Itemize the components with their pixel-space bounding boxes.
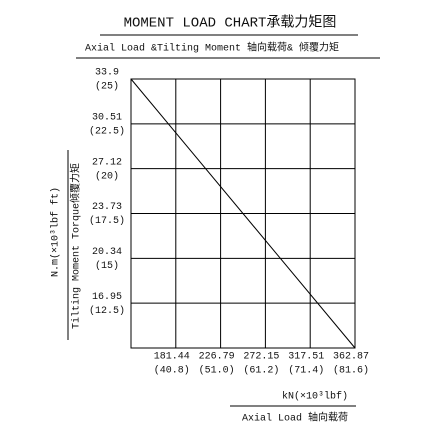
x-tick-sublabel: (51.0) — [199, 365, 235, 377]
x-tick-sublabel: (40.8) — [154, 365, 190, 377]
x-axis-label-2: Axial Load 轴向载荷 — [242, 411, 348, 425]
y-tick-sublabel: (22.5) — [89, 125, 125, 137]
y-tick-label: 20.34 — [92, 247, 122, 258]
x-tick-sublabel: (81.6) — [333, 365, 369, 377]
x-tick-label: 181.44 — [154, 352, 190, 363]
y-axis-label-2: Tilting Moment Torque倾覆力矩 — [69, 163, 83, 329]
y-tick-label: 30.51 — [92, 112, 122, 123]
x-tick-label: 226.79 — [199, 352, 235, 363]
y-tick-label: 23.73 — [92, 202, 122, 213]
y-tick-sublabel: (20) — [95, 170, 119, 182]
chart-title: MOMENT LOAD CHART承载力矩图 — [124, 15, 337, 32]
x-tick-sublabel: (71.4) — [288, 365, 324, 377]
chart-subtitle: Axial Load &Tilting Moment 轴向载荷& 倾覆力矩 — [85, 41, 339, 55]
x-tick-sublabel: (61.2) — [243, 365, 279, 377]
y-tick-label: 27.12 — [92, 157, 122, 168]
data-line — [130, 78, 356, 349]
x-tick-label: 317.51 — [288, 352, 324, 363]
y-tick-sublabel: (17.5) — [89, 215, 125, 227]
y-axis-label: N.m(×10³lbf ft) — [50, 187, 62, 277]
x-tick-label: 362.87 — [333, 352, 369, 363]
x-tick-label: 272.15 — [243, 352, 279, 363]
y-tick-label: 33.9 — [95, 68, 119, 79]
y-tick-sublabel: (12.5) — [89, 305, 125, 317]
y-tick-label: 16.95 — [92, 292, 122, 303]
y-tick-sublabel: (15) — [95, 260, 119, 272]
y-tick-sublabel: (25) — [95, 81, 119, 93]
x-axis-label: kN(×10³lbf) — [282, 391, 348, 403]
